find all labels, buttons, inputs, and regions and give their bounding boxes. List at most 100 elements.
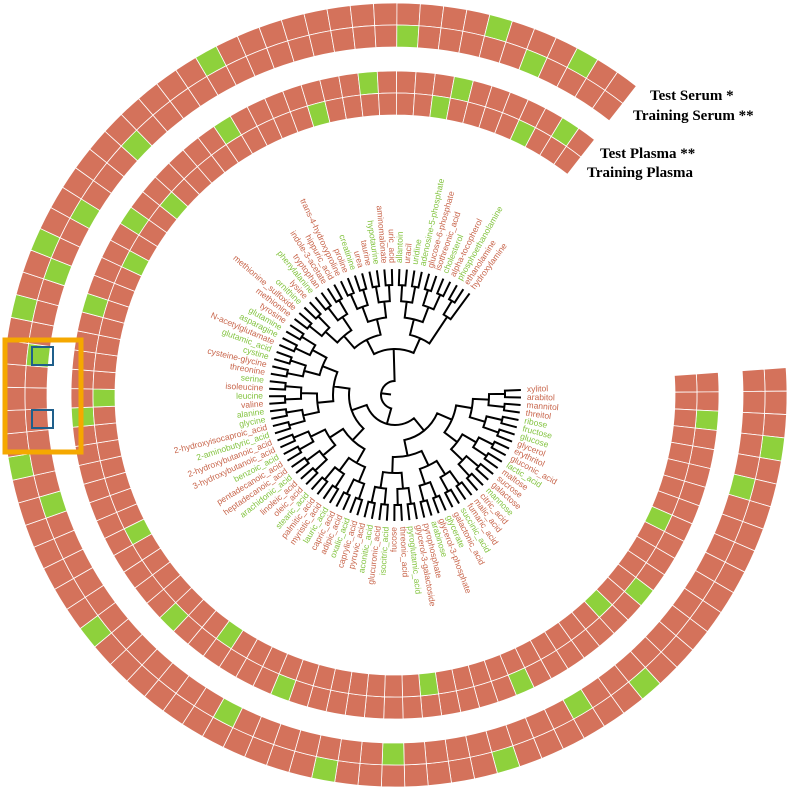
- leaf-label: valine: [241, 398, 264, 410]
- heatmap-cell: [380, 764, 406, 788]
- leaf-label: ribose: [524, 416, 549, 430]
- leaf-label: leucine: [236, 391, 263, 401]
- heatmap-cell: [591, 89, 624, 122]
- heatmap-cell: [94, 422, 120, 444]
- heatmap-cell: [759, 435, 786, 462]
- heatmap-cell: [440, 5, 468, 32]
- heatmap-cell: [447, 756, 476, 784]
- dendrogram: [268, 269, 521, 522]
- leaf-label: serine: [240, 372, 264, 385]
- heatmap-cell: [737, 432, 764, 458]
- heatmap-cell: [401, 673, 422, 698]
- leaf-label: glycine: [238, 414, 266, 429]
- heatmap-cell: [24, 365, 49, 389]
- legend: Test Serum * Training Serum ** Test Plasma…: [587, 88, 754, 181]
- heatmap-cell: [352, 25, 377, 50]
- heatmap-cell: [762, 413, 787, 439]
- ring-label: Training Plasma: [587, 165, 693, 181]
- heatmap-cell: [92, 388, 116, 408]
- heatmap-cell: [381, 742, 405, 766]
- heatmap-cell: [396, 2, 421, 27]
- heatmap-cell: [673, 373, 698, 393]
- leaf-label: alanine: [236, 406, 265, 419]
- leaf-label: fucose: [388, 527, 398, 552]
- heatmap-cell: [342, 94, 364, 120]
- heatmap-cell: [92, 370, 117, 390]
- highlight-cell: [31, 346, 54, 366]
- heatmap-cell: [349, 3, 376, 28]
- leaf-label: isoleucine: [225, 381, 264, 393]
- leaf-label: threitol: [525, 408, 552, 421]
- leaf-label: uracil: [402, 243, 414, 264]
- heatmap-cell: [414, 71, 436, 96]
- leaf-label: isocitric_acid: [378, 526, 391, 575]
- ring-label: Test Plasma **: [600, 146, 695, 162]
- heatmap-cell: [402, 695, 423, 720]
- heatmap-cell: [396, 24, 420, 49]
- leaf-label: uridine: [410, 238, 424, 265]
- heatmap-cell: [338, 72, 361, 99]
- heatmap-cell: [71, 349, 97, 372]
- heatmap-cell: [403, 763, 429, 788]
- heatmap-cell: [365, 673, 386, 698]
- leaf-label: allantoin: [394, 231, 405, 263]
- heatmap-cell: [740, 411, 765, 436]
- heatmap-cell: [741, 368, 766, 392]
- heatmap-cell: [378, 92, 397, 116]
- highlight-box: [2, 337, 84, 455]
- heatmap-cell: [395, 92, 415, 117]
- heatmap-cell: [438, 690, 462, 717]
- leaf-label: mannitol: [526, 400, 559, 413]
- heatmap-cell: [357, 71, 379, 96]
- heatmap-cell: [444, 735, 471, 762]
- heatmap-cell: [695, 371, 720, 393]
- heatmap-cell: [376, 70, 398, 94]
- leaf-label: xylitol: [527, 383, 549, 394]
- heatmap-cell: [763, 367, 788, 392]
- dendrogram-branches: [268, 269, 521, 522]
- heatmap-cell: [24, 387, 48, 411]
- heatmap-cell: [403, 741, 427, 766]
- heatmap-cell: [374, 24, 398, 48]
- heatmap-cell: [383, 696, 404, 720]
- heatmap-cell: [553, 145, 582, 175]
- heatmap-cell: [384, 674, 403, 698]
- heatmap-cell: [3, 339, 30, 366]
- heatmap-cell: [334, 760, 361, 786]
- leaf-label: uric_acid: [387, 229, 398, 264]
- heatmap-cell: [424, 738, 449, 765]
- heatmap-cell: [696, 391, 720, 412]
- leaf-label: arabitol: [527, 392, 555, 403]
- heatmap-cell: [764, 390, 788, 415]
- heatmap-cell: [694, 409, 720, 431]
- heatmap-cell: [417, 25, 442, 51]
- heatmap-cell: [359, 93, 381, 118]
- heatmap-cell: [72, 424, 98, 447]
- leaf-label: threonic_acid: [398, 526, 411, 577]
- heatmap-cell: [337, 738, 363, 764]
- heatmap-cell: [412, 93, 433, 118]
- heatmap-cell: [672, 408, 698, 429]
- heatmap-cell: [425, 760, 452, 787]
- leaf-label: aminomalonate: [375, 205, 390, 264]
- heatmap-cell: [373, 2, 398, 26]
- heatmap-cell: [742, 390, 766, 414]
- heatmap-cell: [420, 693, 443, 719]
- heatmap-cell: [359, 741, 384, 766]
- heatmap-cell: [330, 26, 356, 53]
- highlight-cell: [31, 409, 54, 429]
- heatmap-cell: [357, 762, 383, 788]
- heatmap-cell: [418, 3, 445, 29]
- ring-label: Test Serum *: [650, 88, 734, 104]
- leaf-label: urea: [352, 250, 366, 269]
- leaf-labels: xylitolarabitolmannitolthreitolribosefru…: [173, 177, 559, 607]
- heatmap-cell: [92, 405, 117, 426]
- heatmap-cell: [363, 695, 385, 720]
- heatmap-cell: [674, 391, 698, 411]
- heatmap-cell: [308, 30, 336, 57]
- heatmap-cell: [418, 671, 439, 697]
- heatmap-cell: [326, 5, 354, 32]
